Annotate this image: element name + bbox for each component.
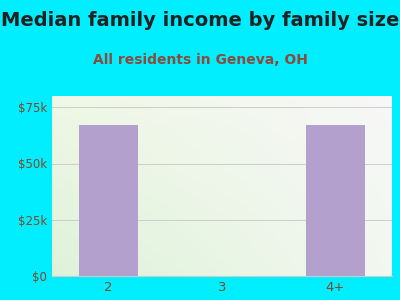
Bar — [79, 125, 138, 276]
Text: Median family income by family size: Median family income by family size — [1, 11, 399, 31]
Text: All residents in Geneva, OH: All residents in Geneva, OH — [92, 53, 308, 67]
Bar — [306, 125, 365, 276]
